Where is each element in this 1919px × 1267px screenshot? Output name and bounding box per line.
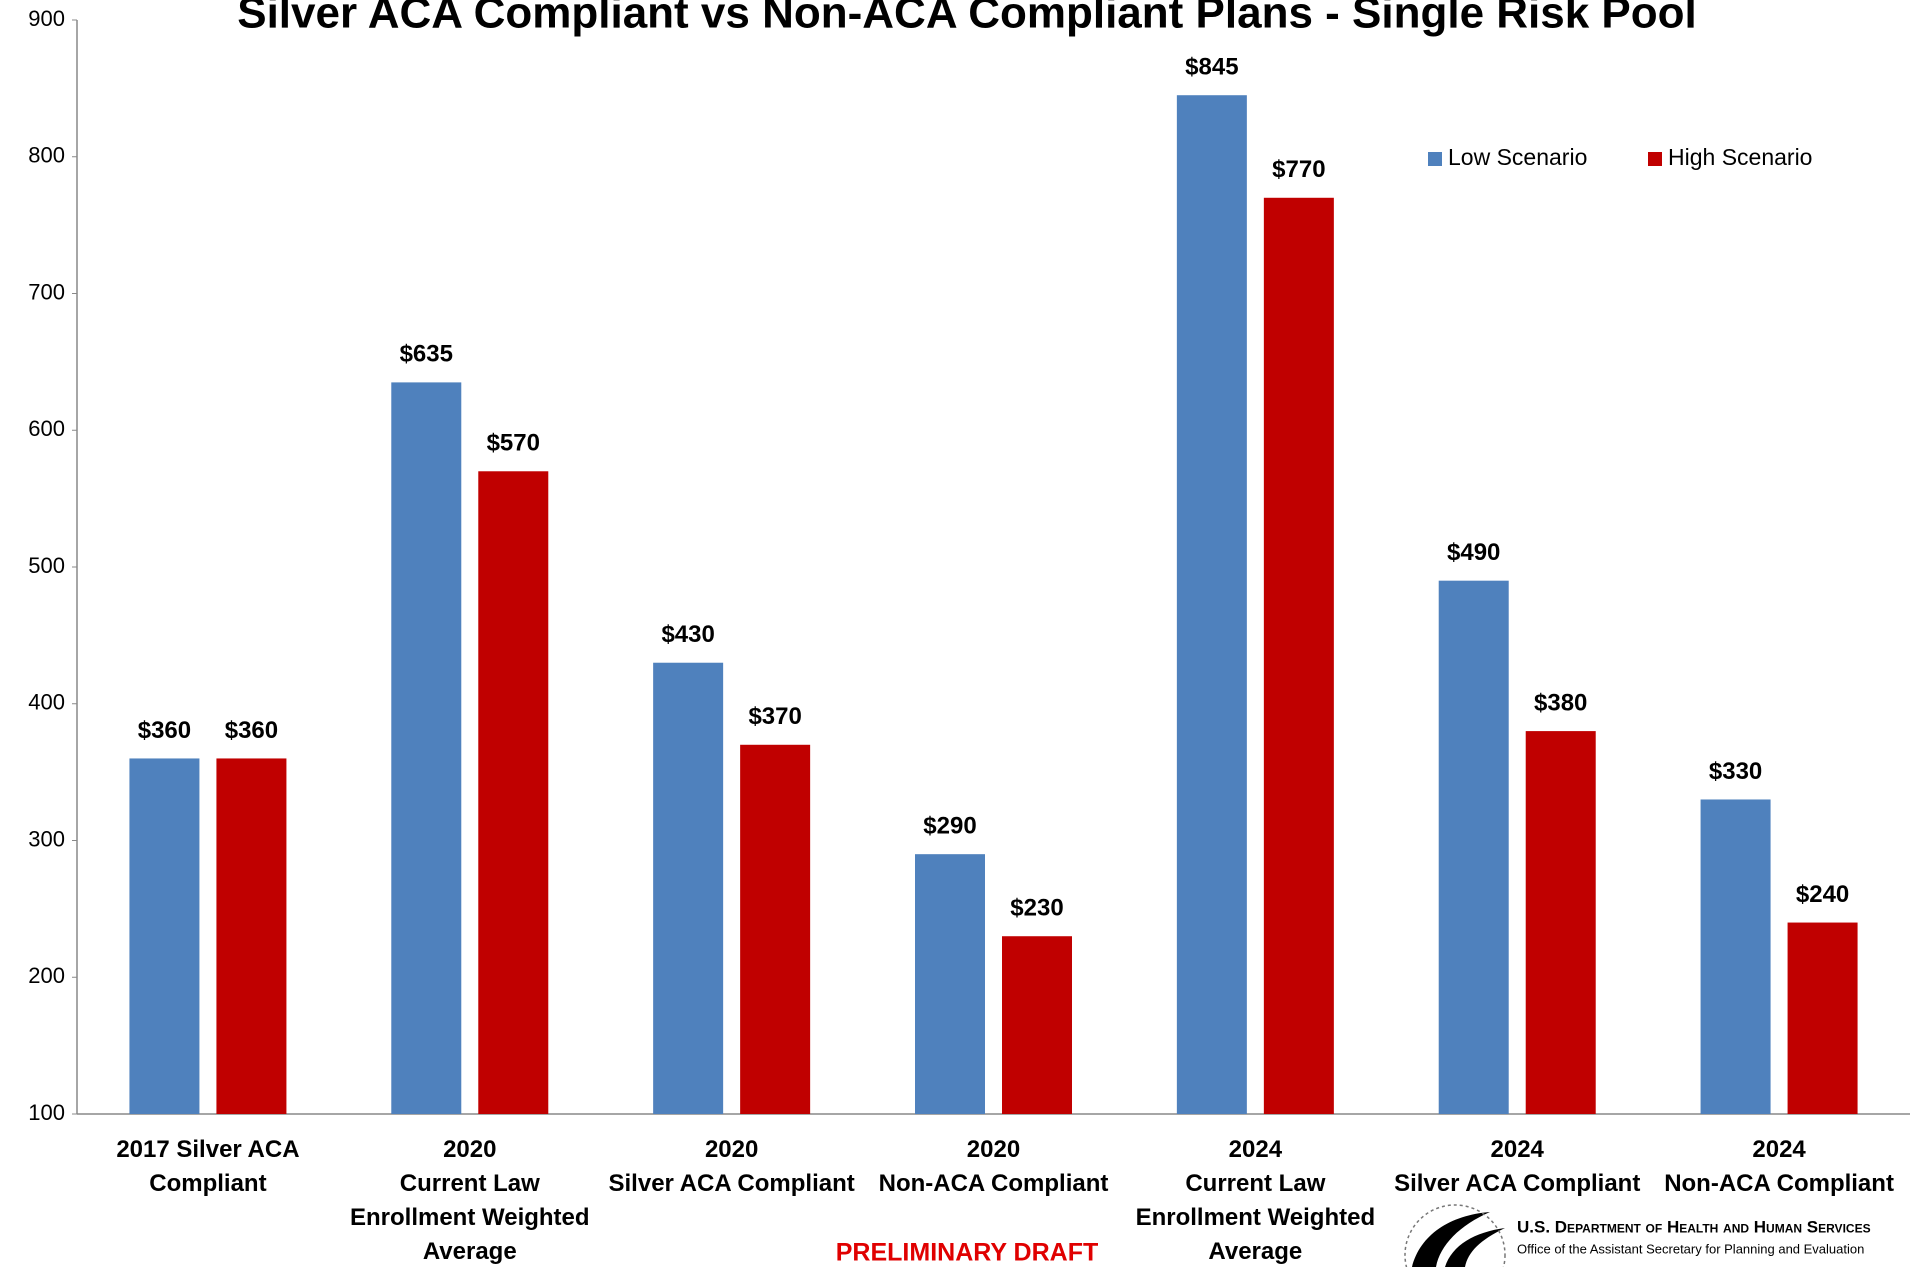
bar [1263,197,1334,1114]
y-tick-label: 700 [28,279,65,304]
y-tick-label: 900 [28,6,65,31]
y-tick-label: 500 [28,553,65,578]
legend-swatch [1428,152,1442,166]
legend-label: Low Scenario [1448,144,1587,170]
x-tick-label: 2020 Current Law Enrollment Weighted Averag… [350,1136,590,1265]
bar [740,744,811,1114]
value-label: $290 [923,813,976,840]
value-label: $370 [748,703,801,730]
y-tick-label: 300 [28,826,65,851]
x-tick-label: 2024 Current Law Enrollment Weighted Averag… [1136,1136,1376,1265]
value-label: $360 [138,717,191,744]
y-tick-label: 600 [28,416,65,441]
x-tick-label: 2020 Silver ACA Compliant [609,1136,855,1197]
value-label: $330 [1709,758,1762,785]
value-label: $240 [1796,881,1849,908]
legend-label: High Scenario [1668,144,1812,170]
value-label: $770 [1272,156,1325,183]
x-tick-label: 2020 Non-ACA Compliant [879,1136,1109,1197]
value-label: $360 [225,717,278,744]
logo-line1: U.S. Department of Health and Human Serv… [1517,1217,1871,1236]
y-tick-label: 100 [28,1100,65,1125]
value-label: $845 [1185,54,1238,81]
legend-swatch [1648,152,1662,166]
bar [478,471,549,1114]
bar [1700,799,1771,1114]
value-label: $430 [661,621,714,648]
x-tick-label: 2024 Silver ACA Compliant [1394,1136,1640,1197]
bar [129,758,200,1114]
bar [1176,95,1247,1114]
value-label: $635 [400,341,453,368]
bar [216,758,287,1114]
logo-seal [1404,1204,1506,1267]
y-tick-label: 400 [28,690,65,715]
bar [915,854,985,1114]
value-label: $380 [1534,689,1587,716]
hhs-logo: U.S. Department of Health and Human Serv… [1404,1204,1871,1267]
chart-title: Silver ACA Compliant vs Non-ACA Complian… [237,0,1697,38]
x-tick-label: 2024 Non-ACA Compliant [1664,1136,1894,1197]
value-label: $230 [1010,895,1063,922]
logo-line2: Office of the Assistant Secretary for Pl… [1517,1241,1864,1256]
y-tick-label: 800 [28,143,65,168]
bar [391,382,462,1114]
x-tick-label: 2017 Silver ACA Compliant [116,1136,299,1197]
bar [1525,731,1596,1114]
bar [1002,936,1072,1114]
bar [1438,580,1509,1114]
y-tick-label: 200 [28,963,65,988]
draft-annotation: PRELIMINARY DRAFT [836,1239,1099,1267]
bar [653,662,724,1114]
logo-eagle [1412,1212,1505,1267]
value-label: $570 [487,430,540,457]
value-label: $490 [1447,539,1500,566]
bar [1787,922,1858,1114]
